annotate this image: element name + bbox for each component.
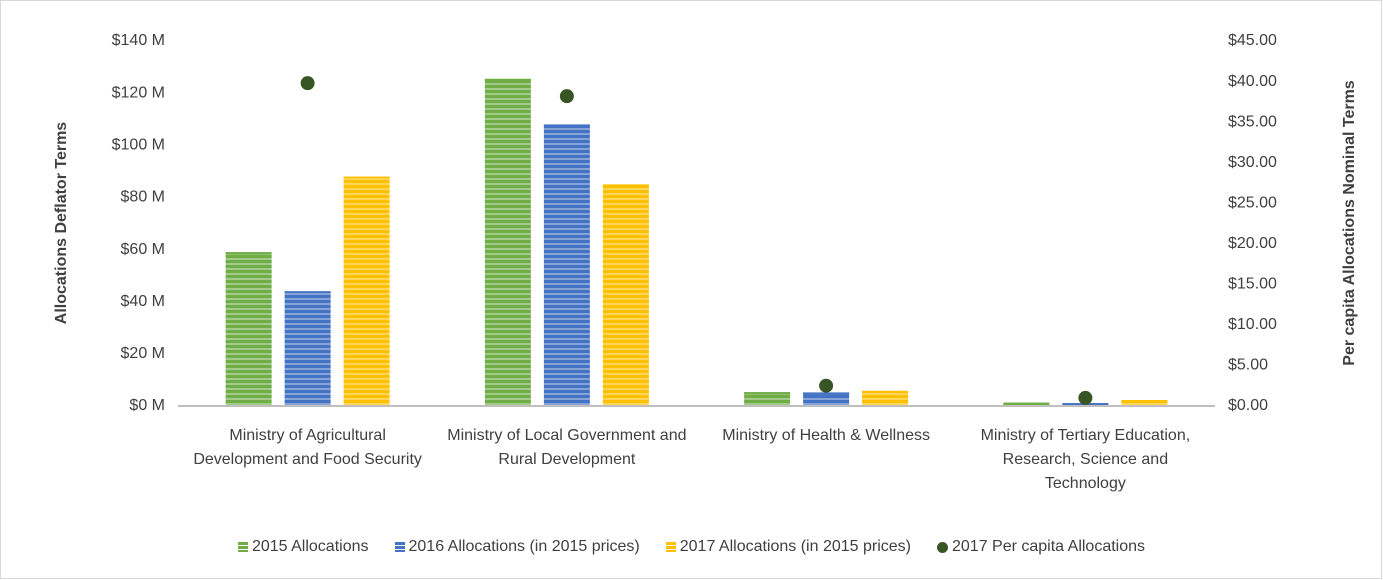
legend-swatch bbox=[665, 542, 676, 552]
y2-tick-label: $20.00 bbox=[1228, 235, 1277, 252]
y2-axis-title: Per capita Allocations Nominal Terms bbox=[1341, 80, 1358, 366]
bar bbox=[484, 78, 531, 406]
bar bbox=[803, 392, 850, 406]
scatter-point bbox=[1078, 390, 1093, 405]
y-tick-label: $20 M bbox=[121, 345, 165, 362]
y2-tick-label: $10.00 bbox=[1228, 316, 1277, 333]
y2-tick-label: $40.00 bbox=[1228, 73, 1277, 90]
legend-label: 2016 Allocations (in 2015 prices) bbox=[408, 538, 640, 555]
bar bbox=[343, 176, 390, 406]
y2-tick-label: $25.00 bbox=[1228, 194, 1277, 211]
legend-swatch bbox=[394, 542, 405, 552]
y-tick-label: $60 M bbox=[121, 241, 165, 258]
y-tick-label: $80 M bbox=[121, 189, 165, 206]
bar-top bbox=[343, 176, 390, 179]
legend-label: 2017 Per capita Allocations bbox=[952, 538, 1146, 555]
bar-top bbox=[862, 390, 909, 393]
y2-tick-label: $5.00 bbox=[1228, 357, 1268, 374]
y2-tick-label: $30.00 bbox=[1228, 154, 1277, 171]
bar bbox=[543, 124, 590, 406]
x-tick-label: Ministry of Agricultural Development and… bbox=[193, 427, 422, 468]
legend-item: 2017 Per capita Allocations bbox=[937, 538, 1145, 556]
legend-item: 2016 Allocations (in 2015 prices) bbox=[394, 538, 640, 556]
scatter-point bbox=[300, 76, 315, 91]
y2-tick-label: $0.00 bbox=[1228, 397, 1268, 414]
y2-tick-label: $15.00 bbox=[1228, 276, 1277, 293]
bar-top bbox=[543, 124, 590, 127]
bar-top bbox=[284, 291, 331, 294]
bar-top bbox=[1003, 402, 1050, 405]
y-tick-label: $100 M bbox=[112, 137, 165, 154]
legend-label: 2017 Allocations (in 2015 prices) bbox=[679, 538, 911, 555]
y2-tick-label: $45.00 bbox=[1228, 32, 1277, 49]
bar-top bbox=[484, 78, 531, 81]
y-tick-label: $0 M bbox=[129, 397, 165, 414]
bar-top bbox=[602, 184, 649, 187]
x-tick-label: Ministry of Health & Wellness bbox=[722, 427, 931, 444]
bar bbox=[1121, 400, 1168, 406]
bar bbox=[284, 291, 331, 406]
x-tick-label: Ministry of Tertiary Education, Research… bbox=[980, 427, 1191, 492]
bar bbox=[225, 252, 272, 406]
bar bbox=[602, 184, 649, 406]
bar bbox=[862, 390, 909, 406]
x-tick-label: Ministry of Local Government and Rural D… bbox=[447, 427, 687, 468]
bar-top bbox=[1121, 400, 1168, 403]
scatter-point bbox=[819, 378, 834, 393]
y-tick-label: $40 M bbox=[121, 293, 165, 310]
legend-dot bbox=[937, 541, 948, 553]
bar-top bbox=[803, 392, 850, 395]
y-tick-label: $120 M bbox=[112, 84, 165, 101]
legend-item: 2015 Allocations bbox=[237, 538, 369, 556]
scatter-point bbox=[559, 89, 574, 104]
y-axis-title: Allocations Deflator Terms bbox=[53, 122, 70, 325]
bar-top bbox=[744, 392, 791, 395]
y2-tick-label: $35.00 bbox=[1228, 113, 1277, 130]
legend: 2015 Allocations 2016 Allocations (in 201… bbox=[0, 538, 1383, 556]
legend-label: 2015 Allocations bbox=[251, 538, 369, 555]
legend-item: 2017 Allocations (in 2015 prices) bbox=[665, 538, 911, 556]
y-tick-label: $140 M bbox=[112, 32, 165, 49]
bar bbox=[744, 392, 791, 406]
bar-top bbox=[225, 252, 272, 255]
legend-swatch bbox=[237, 542, 248, 552]
